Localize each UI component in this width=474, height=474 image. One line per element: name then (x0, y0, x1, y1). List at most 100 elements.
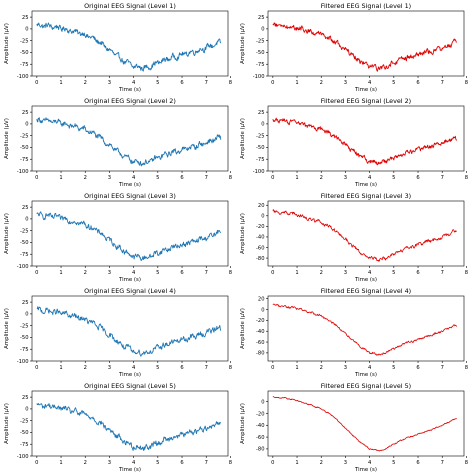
x-tick-label: 8 (229, 365, 232, 371)
signal-line (36, 403, 222, 451)
x-axis-label: Time (s) (354, 87, 377, 93)
x-tick-label: 1 (295, 175, 298, 181)
x-tick-label: 8 (229, 460, 232, 466)
y-tick-label: -40 (256, 329, 264, 335)
y-axis-label: Amplitude (µV) (4, 213, 10, 254)
y-tick-label: -20 (256, 318, 264, 324)
x-axis-label: Time (s) (118, 372, 141, 378)
y-tick-label: 0 (25, 407, 28, 413)
x-tick-label: 8 (229, 80, 232, 86)
x-tick-label: 8 (465, 80, 468, 86)
x-tick-label: 1 (295, 80, 298, 86)
x-tick-label: 5 (156, 270, 159, 276)
subplot-title: Original EEG Signal (Level 5) (84, 382, 176, 390)
x-tick-label: 6 (416, 365, 419, 371)
y-axis-label: Amplitude (µV) (240, 213, 246, 254)
x-tick-label: 7 (205, 460, 208, 466)
x-axis-label: Time (s) (354, 467, 377, 473)
x-tick-label: 1 (59, 270, 62, 276)
y-tick-label: -100 (17, 264, 29, 270)
x-tick-label: 7 (441, 270, 444, 276)
y-tick-label: -50 (256, 50, 264, 56)
x-tick-label: 1 (59, 175, 62, 181)
y-tick-label: -25 (20, 323, 28, 329)
x-tick-label: 8 (229, 270, 232, 276)
subplot-title: Filtered EEG Signal (Level 4) (321, 287, 411, 295)
y-axis-label: Amplitude (µV) (4, 23, 10, 64)
y-tick-label: -60 (256, 435, 264, 441)
x-tick-label: 6 (416, 80, 419, 86)
x-tick-label: 6 (180, 175, 183, 181)
x-tick-label: 5 (156, 80, 159, 86)
subplot-1: Original EEG Signal (Level 1) 0 1 2 3 4 5 6 7 8 -1… (4, 2, 232, 93)
y-tick-label: 0 (25, 217, 28, 223)
x-tick-label: 6 (416, 270, 419, 276)
x-tick-label: 0 (35, 365, 38, 371)
y-tick-label: -20 (256, 411, 264, 417)
signal-line (272, 209, 457, 262)
y-tick-label: 25 (258, 15, 265, 21)
x-tick-label: 2 (84, 365, 87, 371)
signal-line (36, 211, 222, 261)
y-tick-label: -100 (17, 169, 29, 175)
x-tick-label: 8 (465, 365, 468, 371)
y-tick-label: 25 (258, 110, 265, 116)
y-tick-label: -75 (20, 62, 28, 68)
x-tick-label: 4 (368, 270, 372, 276)
y-tick-label: -50 (20, 145, 28, 151)
subplot-3: Original EEG Signal (Level 2) 0 1 2 3 4 5 6 7 8 -1… (4, 97, 232, 188)
x-tick-label: 7 (441, 80, 444, 86)
x-tick-label: 7 (205, 175, 208, 181)
y-tick-label: -75 (20, 442, 28, 448)
y-axis-label: Amplitude (µV) (240, 118, 246, 159)
subplot-6: Filtered EEG Signal (Level 3) 0 1 2 3 4 5 6 7 8 -8… (240, 192, 468, 283)
subplot-title: Original EEG Signal (Level 1) (84, 2, 176, 10)
x-tick-label: 0 (35, 460, 38, 466)
x-tick-label: 5 (392, 270, 395, 276)
y-tick-label: -25 (20, 38, 28, 44)
x-tick-label: 5 (392, 365, 395, 371)
x-tick-label: 5 (392, 460, 395, 466)
y-tick-label: 0 (261, 122, 264, 128)
x-axis-label: Time (s) (354, 277, 377, 283)
y-tick-label: -60 (256, 245, 264, 251)
y-tick-label: -50 (256, 145, 264, 151)
axes-frame (267, 390, 465, 457)
x-tick-label: 7 (441, 460, 444, 466)
y-tick-label: -75 (20, 347, 28, 353)
y-tick-label: -50 (20, 240, 28, 246)
x-tick-label: 8 (465, 175, 468, 181)
y-tick-label: -100 (253, 74, 265, 80)
subplot-title: Filtered EEG Signal (Level 3) (321, 192, 411, 200)
x-tick-label: 3 (344, 80, 347, 86)
x-tick-label: 2 (320, 365, 323, 371)
x-tick-label: 1 (59, 80, 62, 86)
y-axis-label: Amplitude (µV) (4, 118, 10, 159)
x-axis-label: Time (s) (118, 277, 141, 283)
subplot-title: Original EEG Signal (Level 4) (84, 287, 176, 295)
x-tick-label: 4 (132, 460, 136, 466)
y-tick-label: -75 (256, 62, 264, 68)
y-tick-label: 0 (261, 27, 264, 33)
x-tick-label: 2 (84, 175, 87, 181)
y-tick-label: -100 (17, 74, 29, 80)
y-tick-label: -80 (256, 447, 264, 453)
x-tick-label: 7 (441, 365, 444, 371)
axes-frame (267, 105, 465, 172)
signal-line (272, 303, 458, 356)
x-tick-label: 0 (35, 175, 38, 181)
x-tick-label: 0 (35, 270, 38, 276)
y-tick-label: 25 (22, 15, 29, 21)
y-tick-label: -50 (20, 430, 28, 436)
x-tick-label: 3 (108, 460, 111, 466)
x-tick-label: 4 (368, 460, 372, 466)
y-axis-label: Amplitude (µV) (4, 403, 10, 444)
y-tick-label: 0 (25, 27, 28, 33)
y-tick-label: -75 (20, 252, 28, 258)
subplot-title: Filtered EEG Signal (Level 2) (321, 97, 411, 105)
subplot-title: Filtered EEG Signal (Level 5) (321, 382, 411, 390)
y-axis-label: Amplitude (µV) (240, 403, 246, 444)
y-tick-label: -40 (256, 235, 264, 241)
x-tick-label: 6 (180, 460, 183, 466)
y-tick-label: 20 (258, 203, 265, 209)
